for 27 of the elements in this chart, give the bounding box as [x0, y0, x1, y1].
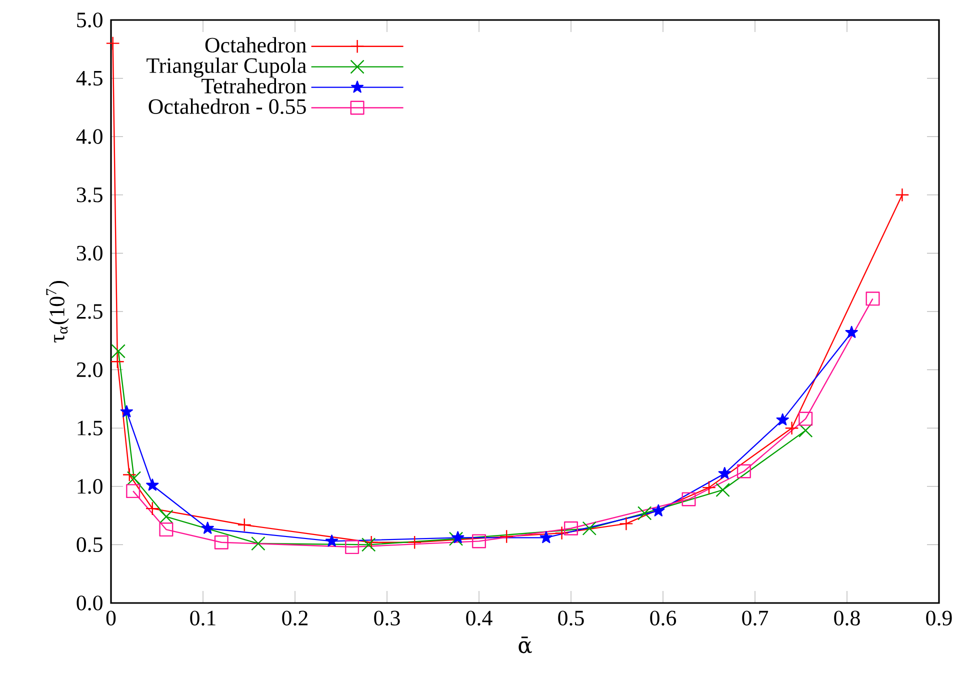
y-tick-label: 4.5 — [76, 70, 102, 86]
y-tick-label: 4.0 — [76, 129, 102, 144]
x-tick-label: 0.3 — [374, 610, 400, 626]
y-tick-label: 2.5 — [76, 304, 102, 319]
y-tick-label: 5.0 — [77, 12, 102, 28]
x-tick-label: 0.7 — [742, 610, 768, 626]
x-tick-label: 0 — [106, 610, 116, 626]
legend-label: Triangular Cupola — [146, 58, 306, 78]
legend-label: Octahedron — [205, 37, 306, 53]
legend-label: Tetrahedron — [202, 78, 306, 94]
x-tick-label: 0.9 — [926, 610, 952, 626]
y-axis-title: τ$_{α}$(10$^{7}$) — [46, 280, 69, 343]
y-tick-label: 3.5 — [76, 188, 102, 202]
y-tick-label: 1.0 — [78, 478, 102, 494]
y-tick-label: 3.0 — [76, 246, 102, 261]
x-tick-label: 0.5 — [558, 610, 584, 626]
x-tick-label: 0.1 — [190, 610, 216, 626]
x-tick-label: 0.8 — [834, 610, 860, 626]
y-tick-label: 0.5 — [76, 537, 102, 552]
y-tick-label: 1.5 — [78, 420, 102, 436]
y-tick-label: 2.0 — [76, 362, 102, 378]
y-tick-label: 0.0 — [76, 596, 102, 610]
x-axis-title: ᾱ — [518, 636, 532, 654]
legend-label: Octahedron - 0.55 — [148, 98, 306, 114]
x-tick-label: 0.2 — [282, 610, 308, 626]
x-tick-label: 0.6 — [650, 610, 676, 626]
x-tick-label: 0.4 — [466, 610, 492, 626]
